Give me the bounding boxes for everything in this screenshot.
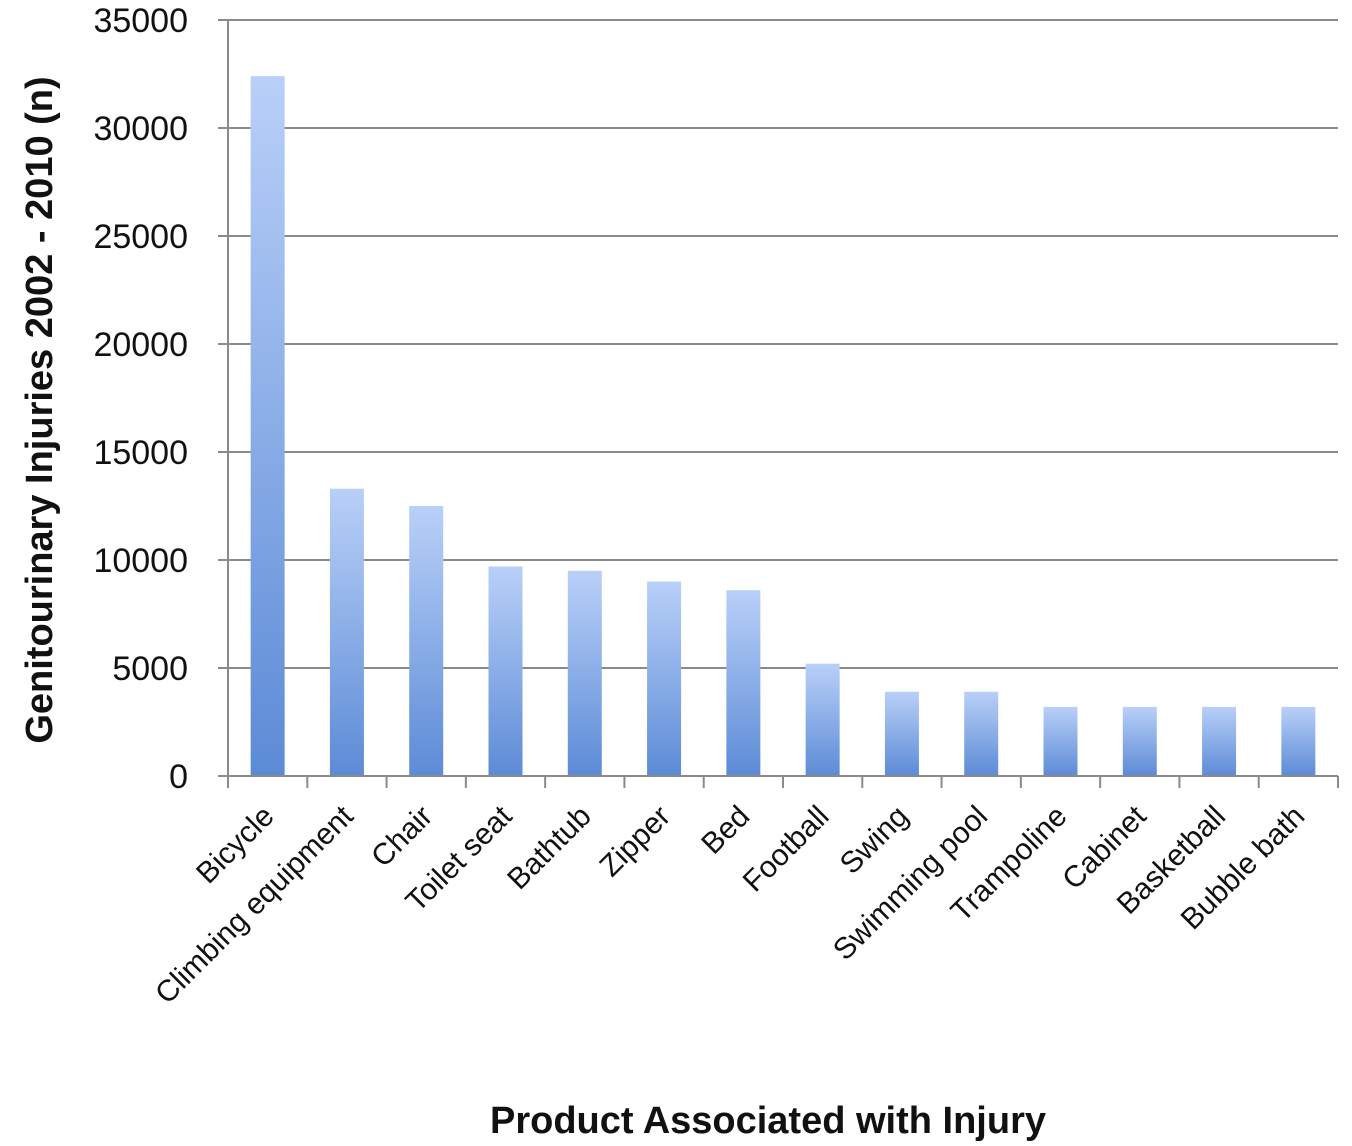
bar [726, 590, 761, 776]
x-axis-title: Product Associated with Injury [490, 1100, 1046, 1142]
bar [805, 663, 840, 776]
y-tick-label: 20000 [93, 326, 188, 364]
x-tick-label: Football [737, 800, 836, 899]
bar [409, 506, 444, 776]
y-tick-label: 35000 [93, 2, 188, 40]
bar [964, 691, 999, 776]
axes [218, 19, 1339, 788]
bar [488, 566, 523, 776]
bar [567, 570, 602, 776]
bar [329, 488, 364, 776]
bar [1043, 706, 1078, 776]
x-tick-label: Bathtub [501, 800, 597, 896]
y-tick-label: 15000 [93, 434, 188, 472]
bar [647, 581, 682, 776]
x-tick-label: Bed [695, 800, 756, 861]
x-tick-label: Chair [365, 800, 439, 874]
bar [1122, 706, 1157, 776]
bar [250, 76, 285, 776]
bar [1281, 706, 1316, 776]
y-axis-title: Genitourinary Injuries 2002 - 2010 (n) [19, 76, 61, 743]
y-tick-label: 5000 [112, 650, 188, 688]
y-tick-label: 25000 [93, 218, 188, 256]
bar [1202, 706, 1237, 776]
bar [884, 691, 919, 776]
y-tick-labels: 0 5000 10000 15000 20000 25000 30000 35000 [93, 2, 188, 796]
x-tick-label: Zipper [594, 800, 677, 883]
y-tick-label: 30000 [93, 110, 188, 148]
bars [250, 76, 1316, 776]
y-tick-label: 0 [169, 758, 188, 796]
y-tick-label: 10000 [93, 542, 188, 580]
gridlines [228, 19, 1338, 669]
